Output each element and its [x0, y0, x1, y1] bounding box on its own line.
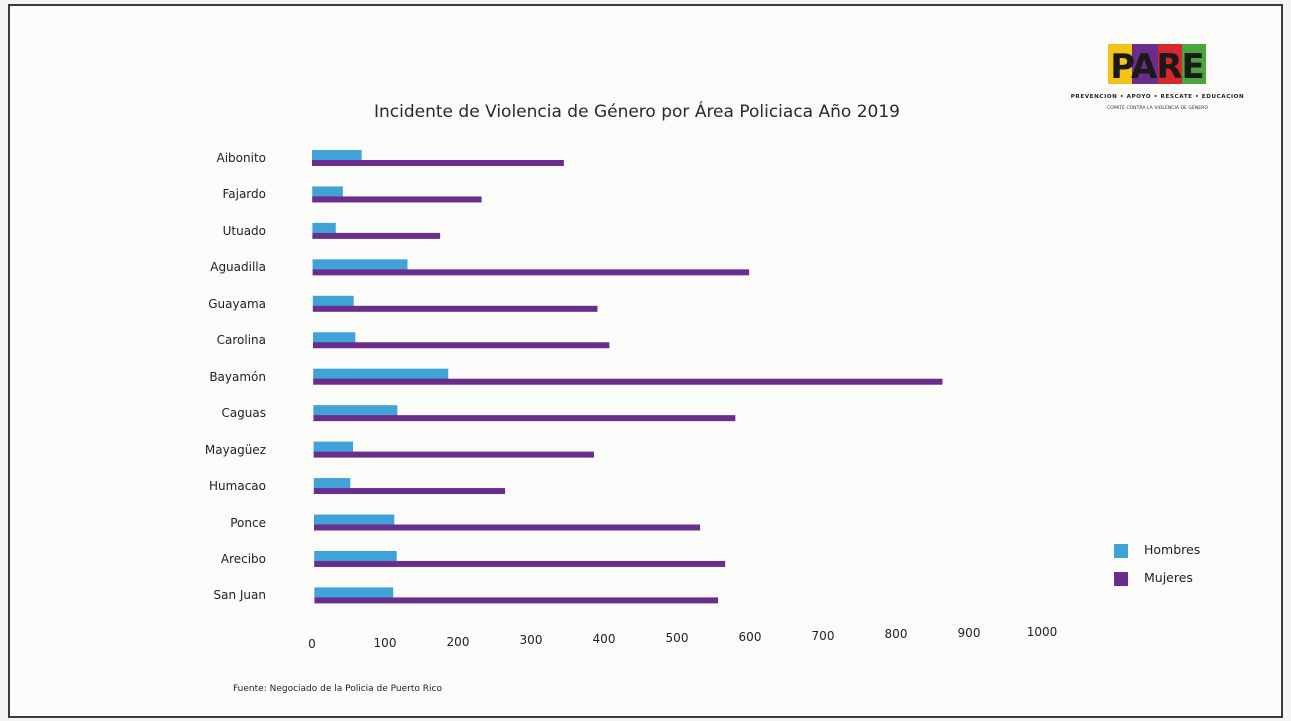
category-label-san-juan: San Juan	[213, 588, 267, 603]
legend-label-mujeres: Mujeres	[1144, 570, 1193, 585]
x-tick-label-500: 500	[665, 631, 689, 645]
x-tick-label-0: 0	[308, 637, 316, 651]
x-tick-label-800: 800	[884, 627, 908, 642]
bar-mujeres-aibonito	[312, 160, 564, 166]
logo-subtitle: COMITÉ CONTRA LA VIOLENCIA DE GÉNERO	[1107, 106, 1208, 111]
category-label-humacao: Humacao	[209, 479, 266, 494]
x-tick-label-400: 400	[592, 632, 616, 647]
category-label-aibonito: Aibonito	[216, 151, 267, 165]
category-label-mayaguez: Mayagüez	[204, 442, 266, 457]
bar-hombres-fajardo	[312, 186, 343, 198]
category-label-arecibo: Arecibo	[220, 551, 266, 566]
bar-hombres-aibonito	[312, 150, 362, 161]
bar-hombres-san-juan	[314, 587, 394, 599]
category-label-fajardo: Fajardo	[222, 187, 266, 202]
chart-title: Incidente de Violencia de Género por Áre…	[374, 102, 900, 122]
bar-hombres-humacao	[313, 478, 351, 490]
category-label-bayamon: Bayamón	[209, 369, 266, 384]
category-label-aguadilla: Aguadilla	[210, 260, 266, 275]
x-tick-label-600: 600	[738, 629, 762, 644]
bar-hombres-guayama	[312, 295, 354, 307]
legend-item-hombres: Hombres	[1114, 541, 1264, 569]
category-label-caguas: Caguas	[221, 406, 266, 421]
category-label-guayama: Guayama	[208, 296, 266, 311]
pare-logo-mark: PARE	[1108, 44, 1206, 84]
legend-item-mujeres: Mujeres	[1114, 569, 1264, 597]
bar-hombres-carolina	[313, 332, 356, 344]
bar-mujeres-guayama	[312, 305, 598, 312]
bar-mujeres-fajardo	[312, 196, 482, 203]
legend: Hombres Mujeres	[1114, 541, 1264, 597]
x-tick-label-700: 700	[811, 628, 835, 643]
x-tick-label-900: 900	[957, 626, 981, 641]
bar-hombres-caguas	[313, 405, 398, 417]
x-tick-label-300: 300	[519, 633, 543, 648]
x-tick-label-200: 200	[446, 634, 470, 649]
x-tick-label-1000: 1000	[1026, 625, 1058, 639]
bar-hombres-utuado	[312, 222, 336, 234]
pare-logo: PARE PREVENCION • APOYO • RESCATE • EDUC…	[1040, 40, 1280, 120]
bar-hombres-mayaguez	[313, 441, 354, 453]
pare-logo-word: PARE	[1110, 47, 1204, 84]
bar-mujeres-aguadilla	[312, 269, 750, 276]
legend-label-hombres: Hombres	[1144, 542, 1201, 557]
bar-hombres-ponce	[314, 514, 395, 526]
logo-tagline: PREVENCION • APOYO • RESCATE • EDUCACION	[1070, 94, 1245, 100]
bar-mujeres-carolina	[313, 342, 610, 349]
bar-mujeres-san-juan	[314, 597, 719, 604]
source-note: Fuente: Negociado de la Policia de Puert…	[233, 684, 442, 694]
bar-hombres-arecibo	[314, 550, 397, 562]
category-label-ponce: Ponce	[230, 515, 266, 530]
bar-mujeres-bayamon	[313, 378, 943, 385]
x-tick-label-100: 100	[373, 635, 397, 650]
bar-mujeres-mayaguez	[313, 451, 594, 458]
bar-mujeres-arecibo	[314, 560, 726, 567]
category-label-carolina: Carolina	[216, 333, 266, 348]
bar-mujeres-utuado	[312, 232, 441, 239]
bar-hombres-aguadilla	[312, 259, 408, 271]
legend-swatch-hombres	[1114, 544, 1128, 558]
bar-hombres-bayamon	[313, 368, 449, 380]
legend-swatch-mujeres	[1114, 572, 1128, 586]
bar-mujeres-caguas	[313, 415, 736, 422]
bar-mujeres-ponce	[314, 524, 701, 531]
bar-mujeres-humacao	[313, 488, 506, 495]
category-label-utuado: Utuado	[222, 223, 266, 238]
